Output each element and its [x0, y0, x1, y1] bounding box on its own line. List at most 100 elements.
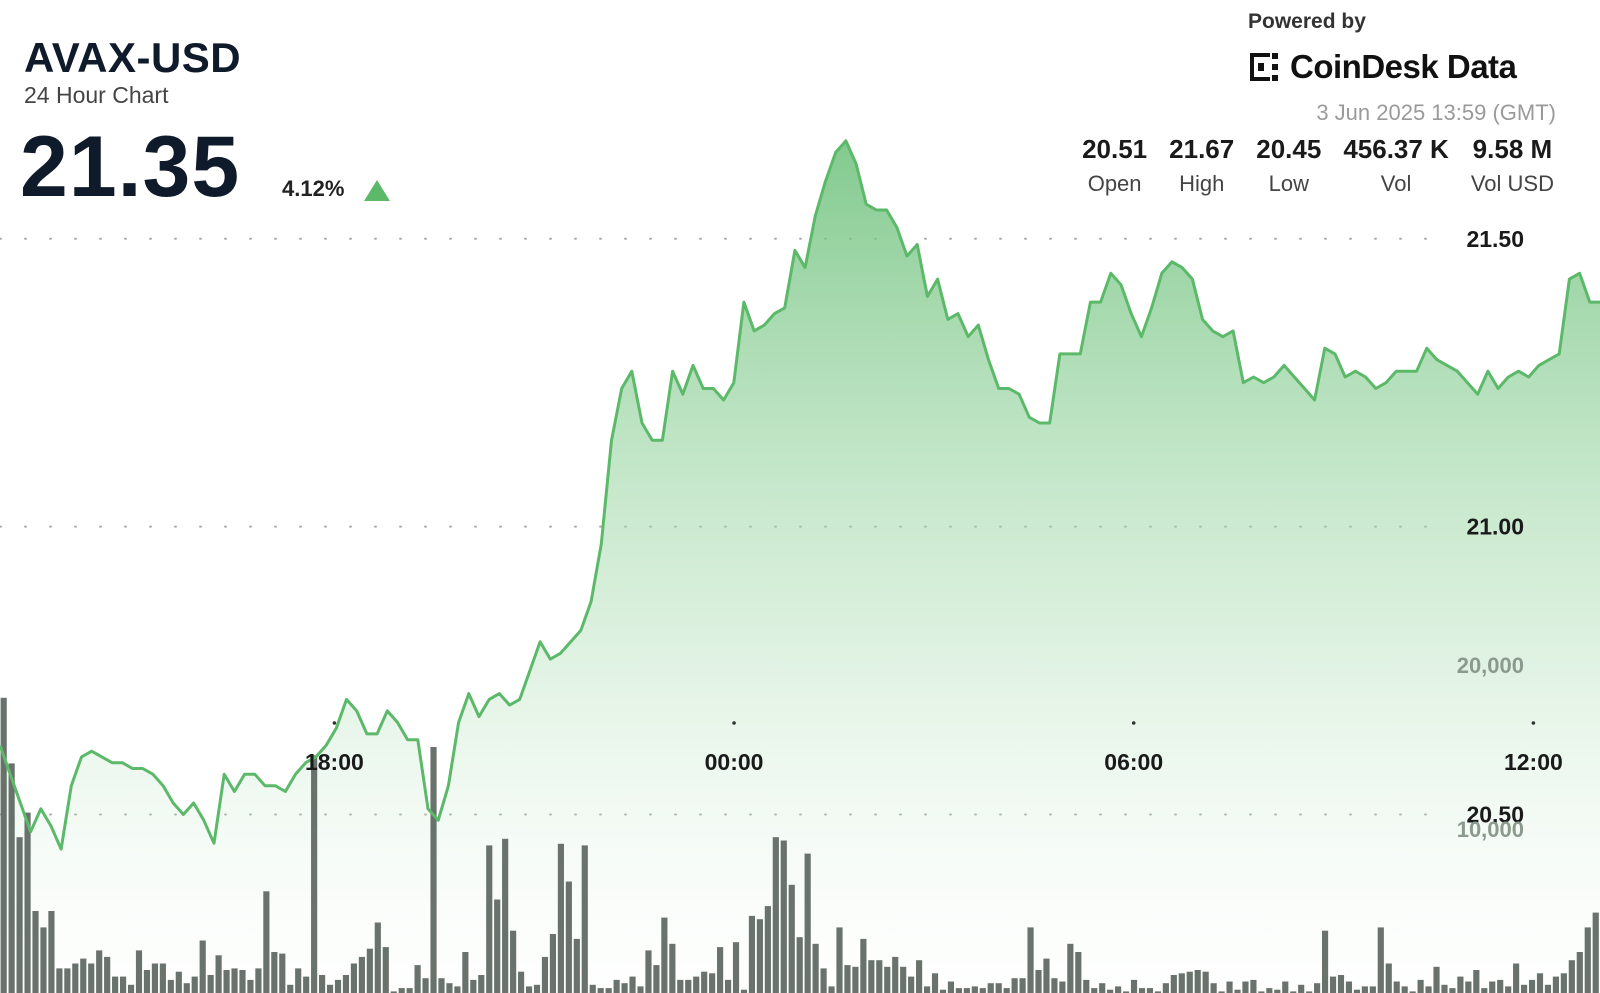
stat-vol-label: Vol	[1380, 171, 1412, 196]
volume-bar	[756, 919, 763, 993]
volume-bar	[1417, 979, 1424, 993]
volume-bar	[1067, 943, 1074, 993]
volume-bar	[326, 984, 334, 993]
x-tick-mark	[332, 721, 337, 725]
volume-bar	[987, 983, 994, 993]
volume-bar	[64, 968, 71, 993]
stat-vol: 456.37 K Vol	[1343, 134, 1449, 197]
volume-bar	[565, 881, 572, 993]
volume-bar	[1345, 981, 1353, 993]
volume-bar	[621, 983, 628, 993]
volume-bar	[1274, 989, 1281, 993]
stat-high: 21.67 High	[1169, 134, 1234, 197]
volume-bar	[1353, 989, 1360, 993]
volume-bar	[1178, 973, 1185, 993]
volume-bar	[724, 979, 732, 993]
volume-bar	[549, 934, 557, 993]
volume-bar	[1377, 927, 1384, 993]
volume-bar	[1536, 973, 1544, 993]
volume-bar	[995, 983, 1002, 993]
volume-bar	[1099, 983, 1106, 993]
volume-bar	[143, 970, 151, 993]
stat-open: 20.51 Open	[1082, 134, 1147, 197]
axis-labels: 20.50 21.00 21.50 10,000 20,000 18:00 00:00 06:…	[305, 226, 1563, 842]
volume-bar	[1234, 989, 1241, 993]
volume-bar	[279, 953, 286, 993]
volume-bar	[398, 988, 405, 993]
volume-bar	[199, 940, 206, 993]
x-tick-mark	[732, 721, 736, 725]
volume-bar	[812, 943, 819, 993]
volume-bar	[382, 947, 389, 993]
triangle-up-icon	[364, 180, 390, 201]
volume-bar	[135, 950, 143, 993]
volume-bar	[231, 968, 238, 993]
volume-bar	[1528, 979, 1536, 993]
volume-bar	[1043, 958, 1050, 993]
volume-bar	[1226, 981, 1233, 993]
volume-bar	[1115, 986, 1122, 993]
stat-high-label: High	[1179, 171, 1225, 196]
x-tick-label: 12:00	[1504, 749, 1563, 775]
volume-bar	[796, 937, 803, 993]
volume-bar	[263, 891, 270, 993]
volume-bar	[677, 979, 684, 993]
volume-bar	[1306, 991, 1313, 993]
volume-bar	[1154, 991, 1161, 993]
volume-bar	[374, 922, 381, 993]
volume-bar	[48, 911, 55, 993]
x-tick-mark	[1131, 721, 1136, 725]
volume-bar	[1003, 988, 1010, 993]
volume-bar	[1457, 976, 1464, 993]
volume-bar	[717, 947, 724, 993]
volume-bar	[1576, 952, 1583, 993]
y-tick-label: 21.50	[1466, 226, 1524, 252]
volume-bar	[923, 986, 931, 993]
volume-bar	[772, 837, 779, 993]
x-tick-mark	[1531, 721, 1536, 725]
volume-bar	[852, 966, 859, 993]
volume-bar	[175, 971, 182, 993]
y-tick-label: 20.50	[1466, 802, 1524, 828]
price-line	[0, 139, 1600, 851]
volume-bar	[462, 952, 469, 993]
volume-bar	[56, 968, 63, 993]
y-tick-label: 21.00	[1466, 514, 1524, 540]
volume-bar	[1321, 930, 1329, 993]
volume-bar	[96, 950, 103, 993]
volume-bar	[486, 845, 493, 993]
volume-bar	[1138, 988, 1146, 993]
volume-bar	[366, 948, 373, 993]
volume-bar	[390, 991, 397, 993]
volume-bar	[836, 927, 843, 993]
volume-bar	[191, 976, 198, 993]
volume-bar	[16, 837, 23, 993]
volume-bar	[1051, 978, 1058, 993]
volume-bar	[884, 966, 891, 993]
volume-bars	[0, 697, 1599, 993]
volume-bar	[223, 970, 230, 993]
volume-bar	[533, 984, 541, 993]
price-area-fill	[0, 140, 1600, 993]
volume-bar	[661, 917, 668, 993]
volume-bar	[1130, 979, 1138, 993]
volume-bar	[908, 976, 915, 993]
volume-bar	[1560, 973, 1567, 993]
volume-bar	[1242, 981, 1249, 993]
volume-bar	[446, 983, 453, 993]
volume-bar	[1210, 983, 1217, 993]
volume-bar	[1019, 978, 1026, 993]
volume-bar	[653, 965, 660, 993]
volume-bar	[1409, 991, 1416, 993]
volume-tick-label: 10,000	[1457, 817, 1524, 842]
x-tick-label: 18:00	[305, 749, 364, 775]
volume-bar	[183, 983, 190, 993]
volume-tick-label: 20,000	[1457, 653, 1524, 678]
volume-bar	[287, 984, 294, 993]
stat-open-value: 20.51	[1082, 134, 1148, 164]
volume-bar	[637, 986, 644, 993]
pair-title: AVAX-USD	[24, 34, 242, 81]
volume-bar	[1465, 981, 1472, 993]
volume-bar	[502, 838, 509, 993]
volume-bar	[72, 963, 79, 993]
